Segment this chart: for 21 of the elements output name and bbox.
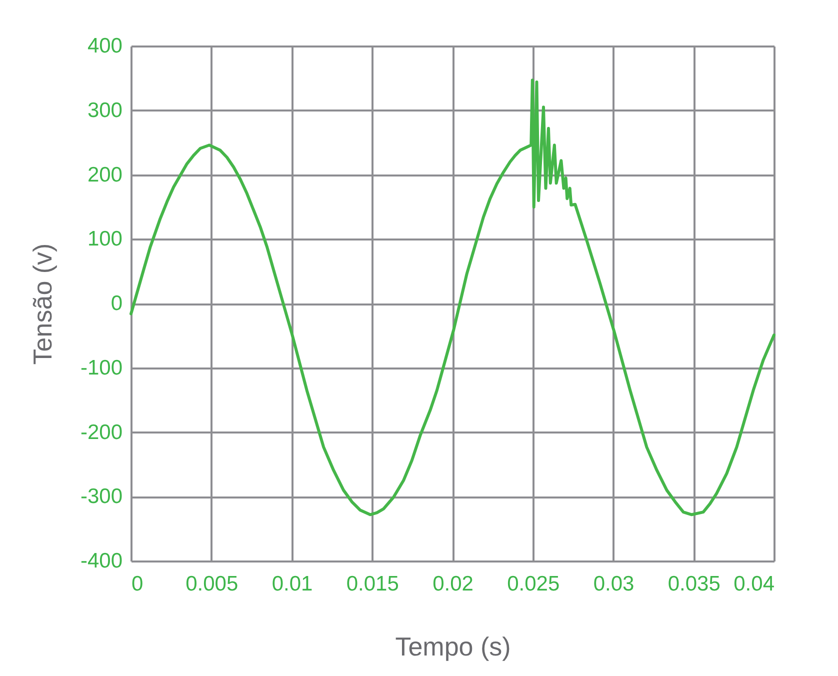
y-tick-label: -200 [80,420,122,444]
x-tick-label: 0.01 [272,572,313,596]
x-axis-title: Tempo (s) [395,632,511,662]
y-tick-label: -300 [80,485,122,508]
y-tick-label: -100 [80,356,122,380]
x-tick-label: 0.03 [593,572,634,596]
y-tick-label: 0 [110,292,122,315]
x-tick-label: 0.02 [432,572,474,596]
x-tick-label: 0 [132,572,144,596]
y-axis-title: Tensão (v) [27,243,58,365]
x-tick-label: 0.04 [734,572,775,596]
x-tick-label: 0.035 [668,572,720,596]
x-tick-label: 0.025 [507,572,560,596]
y-tick-label: 400 [87,34,122,58]
x-tick-label: 0.015 [346,572,399,596]
y-tick-label: 300 [87,98,122,122]
y-tick-label: 200 [87,163,122,186]
y-tick-label: 100 [87,228,122,251]
y-tick-label: -400 [80,550,122,572]
x-tick-label: 0.005 [186,572,238,596]
line-series [130,78,776,516]
